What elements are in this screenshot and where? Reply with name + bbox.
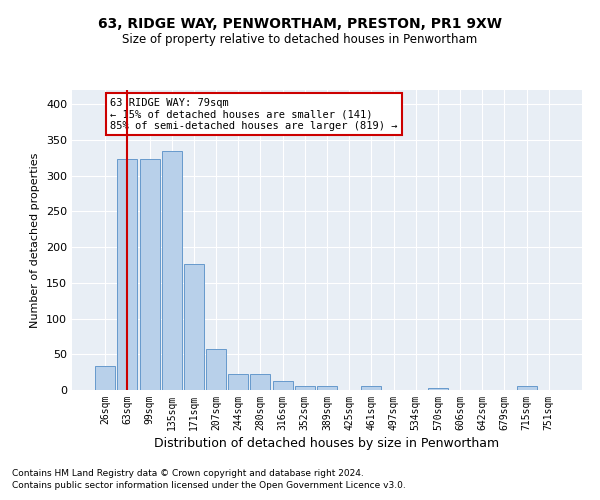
Bar: [162, 150, 182, 390]
Bar: [361, 386, 382, 390]
Text: Size of property relative to detached houses in Penwortham: Size of property relative to detached ho…: [122, 32, 478, 46]
Bar: [228, 374, 248, 390]
Text: 63, RIDGE WAY, PENWORTHAM, PRESTON, PR1 9XW: 63, RIDGE WAY, PENWORTHAM, PRESTON, PR1 …: [98, 18, 502, 32]
Bar: [184, 264, 204, 390]
Bar: [428, 388, 448, 390]
X-axis label: Distribution of detached houses by size in Penwortham: Distribution of detached houses by size …: [154, 437, 500, 450]
Bar: [250, 374, 271, 390]
Bar: [95, 366, 115, 390]
Text: 63 RIDGE WAY: 79sqm
← 15% of detached houses are smaller (141)
85% of semi-detac: 63 RIDGE WAY: 79sqm ← 15% of detached ho…: [110, 98, 398, 130]
Bar: [140, 160, 160, 390]
Bar: [118, 160, 137, 390]
Bar: [517, 386, 536, 390]
Text: Contains HM Land Registry data © Crown copyright and database right 2024.: Contains HM Land Registry data © Crown c…: [12, 468, 364, 477]
Bar: [272, 380, 293, 390]
Bar: [317, 386, 337, 390]
Bar: [295, 386, 315, 390]
Bar: [206, 350, 226, 390]
Text: Contains public sector information licensed under the Open Government Licence v3: Contains public sector information licen…: [12, 481, 406, 490]
Y-axis label: Number of detached properties: Number of detached properties: [31, 152, 40, 328]
